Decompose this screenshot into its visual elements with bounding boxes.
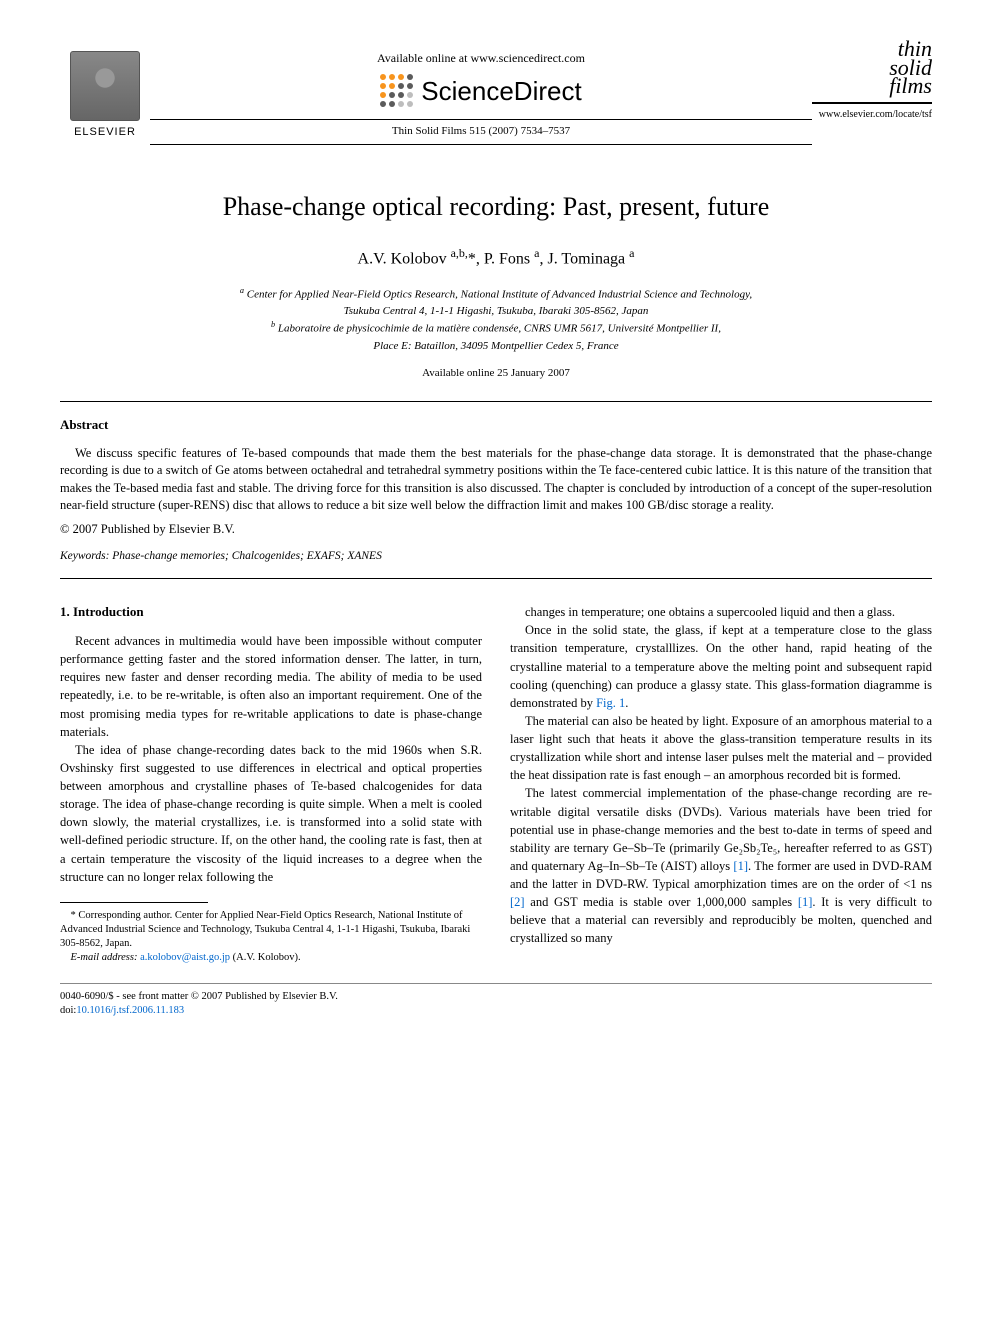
journal-reference: Thin Solid Films 515 (2007) 7534–7537 — [150, 124, 812, 139]
doi-link[interactable]: 10.1016/j.tsf.2006.11.183 — [76, 1005, 184, 1016]
elsevier-label: ELSEVIER — [74, 125, 136, 140]
sciencedirect-dots-icon — [380, 74, 413, 107]
body-columns: 1. Introduction Recent advances in multi… — [60, 603, 932, 965]
figure-link-1[interactable]: Fig. 1 — [596, 696, 625, 710]
body-para-6c: and GST media is stable over 1,000,000 s… — [525, 895, 798, 909]
affiliations: a Center for Applied Near-Field Optics R… — [60, 285, 932, 354]
email-label: E-mail address: — [71, 952, 138, 963]
email-author: (A.V. Kolobov). — [230, 952, 301, 963]
corresponding-author-note: * Corresponding author. Center for Appli… — [60, 909, 482, 952]
affiliation-b-line2: Place E: Bataillon, 34095 Montpellier Ce… — [60, 338, 932, 355]
footnote-block: * Corresponding author. Center for Appli… — [60, 909, 482, 966]
abstract-text: We discuss specific features of Te-based… — [60, 445, 932, 515]
body-para-5: The material can also be heated by light… — [510, 712, 932, 785]
footer-line-1: 0040-6090/$ - see front matter © 2007 Pu… — [60, 990, 932, 1004]
sciencedirect-text: ScienceDirect — [421, 73, 581, 109]
ref-link-2[interactable]: [2] — [510, 895, 525, 909]
header-rule-bottom — [150, 144, 812, 145]
authors: A.V. Kolobov a,b,*, P. Fons a, J. Tomina… — [60, 245, 932, 271]
keywords-label: Keywords: — [60, 550, 109, 562]
body-para-6: The latest commercial implementation of … — [510, 784, 932, 947]
elsevier-logo: ELSEVIER — [60, 40, 150, 140]
abstract-copyright: © 2007 Published by Elsevier B.V. — [60, 521, 932, 539]
abstract-heading: Abstract — [60, 416, 932, 434]
available-online-date: Available online 25 January 2007 — [60, 366, 932, 381]
sciencedirect-logo: ScienceDirect — [150, 73, 812, 109]
ref-link-1[interactable]: [1] — [733, 859, 748, 873]
ref-link-1b[interactable]: [1] — [798, 895, 813, 909]
email-line: E-mail address: a.kolobov@aist.go.jp (A.… — [60, 951, 482, 965]
body-para-1: Recent advances in multimedia would have… — [60, 632, 482, 741]
body-para-3: changes in temperature; one obtains a su… — [510, 603, 932, 621]
affiliation-a-line1: Center for Applied Near-Field Optics Res… — [247, 288, 752, 300]
body-para-2: The idea of phase change-recording dates… — [60, 741, 482, 886]
affiliation-a-line2: Tsukuba Central 4, 1-1-1 Higashi, Tsukub… — [60, 303, 932, 320]
footnote-rule — [60, 902, 208, 903]
available-online-text: Available online at www.sciencedirect.co… — [150, 50, 812, 67]
article-title: Phase-change optical recording: Past, pr… — [60, 189, 932, 225]
doi-label: doi: — [60, 1005, 76, 1016]
body-para-4b: . — [625, 696, 628, 710]
journal-logo-block: thin solid films www.elsevier.com/locate… — [812, 40, 932, 122]
elsevier-tree-icon — [70, 51, 140, 121]
body-para-4a: Once in the solid state, the glass, if k… — [510, 623, 932, 710]
keywords-values: Phase-change memories; Chalcogenides; EX… — [109, 550, 381, 562]
abstract-block: Abstract We discuss specific features of… — [60, 401, 932, 579]
page-footer: 0040-6090/$ - see front matter © 2007 Pu… — [60, 983, 932, 1017]
tsf-word-3: films — [812, 77, 932, 96]
center-header: Available online at www.sciencedirect.co… — [150, 40, 812, 149]
section-1-heading: 1. Introduction — [60, 603, 482, 622]
journal-url: www.elsevier.com/locate/tsf — [812, 108, 932, 122]
footer-doi-line: doi:10.1016/j.tsf.2006.11.183 — [60, 1004, 932, 1018]
header-row: ELSEVIER Available online at www.science… — [60, 40, 932, 149]
keywords-line: Keywords: Phase-change memories; Chalcog… — [60, 548, 932, 564]
thin-solid-films-logo: thin solid films — [812, 40, 932, 104]
email-link[interactable]: a.kolobov@aist.go.jp — [140, 952, 230, 963]
affiliation-b-line1: Laboratoire de physicochimie de la matiè… — [278, 323, 721, 335]
header-rule-top — [150, 119, 812, 120]
body-para-4: Once in the solid state, the glass, if k… — [510, 621, 932, 712]
